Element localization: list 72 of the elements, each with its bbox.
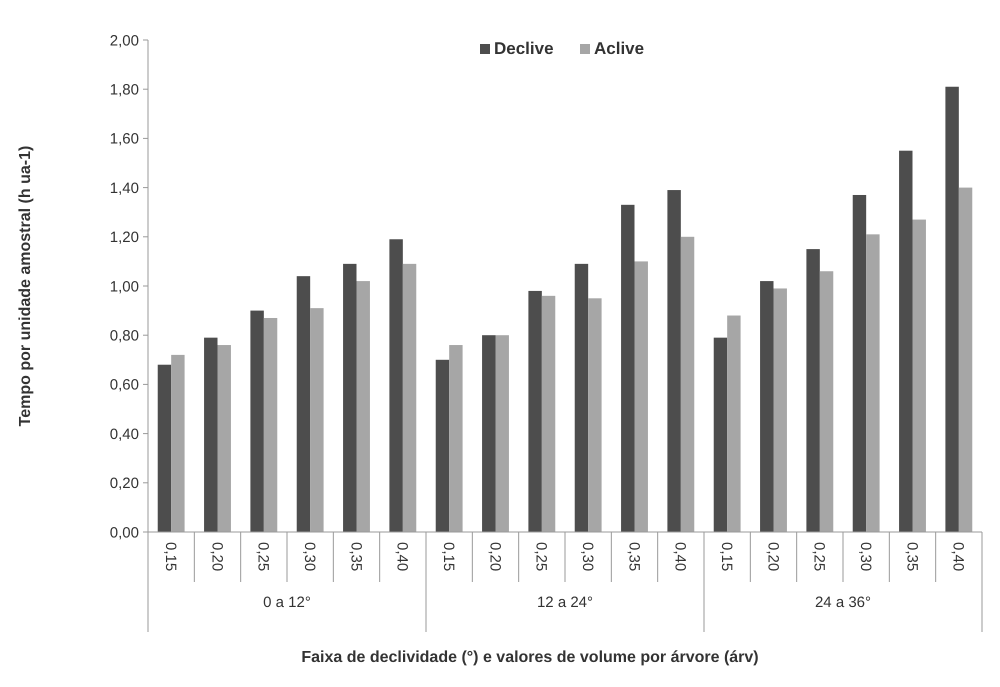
x-tick-label: 0,20 [486,542,504,572]
bar [727,316,741,532]
bar [899,150,912,532]
bar [714,338,728,532]
bar [296,276,310,532]
bar [634,261,648,532]
x-tick-label: 0,15 [440,542,457,572]
bar [264,318,278,532]
text: 24 a 36° [814,594,872,611]
y-tick-label: 2,00 [110,32,139,50]
bar [912,220,926,532]
text: 12 a 24° [536,594,594,611]
bar [158,364,172,532]
bar [356,281,370,532]
bar [171,354,185,532]
bar [482,335,496,532]
x-tick-label: 0,40 [394,542,411,572]
bar [588,298,602,532]
x-tick-label: 0,30 [856,542,874,572]
legend-label: Aclive [594,39,644,58]
bar [343,264,356,532]
x-tick-label: 0,15 [718,542,735,572]
x-tick-label: 0,15 [162,542,179,572]
x-tick-label: 0,40 [672,542,689,572]
bar [542,296,556,532]
bar [774,288,787,532]
bar [621,204,634,532]
x-tick-label: 0,35 [903,542,920,572]
bar [680,236,694,532]
y-tick-label: 1,00 [110,278,139,296]
legend-label: Declive [494,39,554,58]
y-tick-label: 1,60 [110,130,139,148]
bar [250,310,264,532]
bar [528,290,542,532]
bar [820,271,834,532]
x-tick-label: 0,25 [810,542,828,572]
y-tick-label: 0,80 [110,327,139,344]
x-tick-label: 0,40 [950,542,967,572]
y-tick-label: 1,80 [110,81,139,98]
x-tick-label: 0,20 [764,542,782,572]
bar [310,308,324,532]
y-tick-label: 0,40 [110,426,139,443]
bar [402,264,416,532]
bar [866,234,880,532]
x-tick-label: 0,20 [208,542,226,572]
x-axis-title: Faixa de declividade (°) e valores de volume por árvore (árv) [301,649,759,666]
bar [449,345,463,532]
bar [436,360,450,532]
bar [806,249,820,532]
x-tick-label: 0,35 [347,542,364,572]
text: 0 a 12° [263,594,311,611]
x-tick-label: 0,30 [300,542,318,572]
bar [496,335,509,532]
y-tick-label: 0,00 [110,524,139,542]
bar [945,86,959,532]
bar [760,281,774,532]
x-tick-label: 0,30 [578,542,596,572]
bar [389,239,403,532]
bar [574,264,588,532]
bar [852,194,866,532]
bar [204,338,218,532]
bar [958,188,972,532]
bar [667,190,681,532]
y-tick-label: 1,20 [110,229,139,246]
y-tick-label: 0,20 [110,475,139,492]
x-tick-label: 0,25 [532,542,550,572]
x-tick-label: 0,25 [254,542,272,572]
bar [218,345,231,532]
x-tick-label: 0,35 [625,542,642,572]
y-axis-title: Tempo por unidade amostral (h ua-1) [17,146,34,426]
y-tick-label: 0,60 [110,376,139,394]
y-tick-label: 1,40 [110,180,139,197]
